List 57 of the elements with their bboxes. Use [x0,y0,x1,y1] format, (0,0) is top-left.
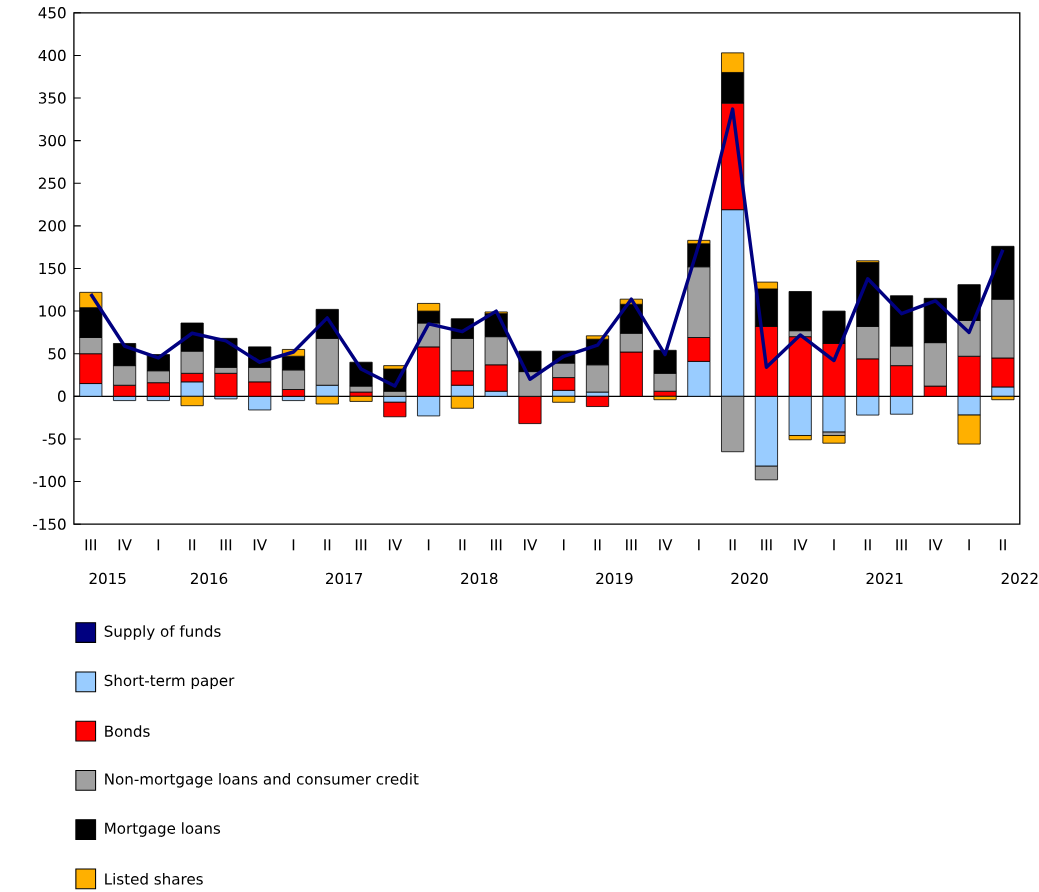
text: 2021 [866,572,903,585]
y-tick-label: 200 [38,220,66,232]
x-tick-label: II [459,539,466,551]
text: 2016 [190,572,228,585]
text: 2015 [89,572,126,585]
x-tick-label: IV [388,539,403,551]
y-tick-label: -100 [33,475,66,488]
x-tick-label: I [562,539,565,551]
x-tick-label: III [85,539,96,551]
x-tick-label: II [999,539,1006,551]
text: 2019 [596,572,633,585]
x-tick-label: III [626,539,637,551]
legend-label: Mortgage loans [105,822,221,838]
x-tick-label: II [729,539,736,551]
x-tick-label: I [427,539,430,551]
x-tick-label: III [355,539,367,551]
x-tick-label: III [761,539,772,551]
legend-label: Bonds [105,725,150,738]
y-tick-label: 150 [39,262,66,275]
x-tick-label: IV [524,539,538,551]
y-tick-label: 400 [38,49,66,62]
y-tick-label: 0 [58,390,66,403]
x-tick-label: III [896,539,907,551]
x-tick-label: I [157,539,160,551]
x-tick-label: II [189,539,196,551]
y-tick-label: -150 [33,518,66,531]
y-tick-label: 350 [38,92,66,104]
legend-label: Non-mortgage loans and consumer credit [105,773,419,788]
x-tick-label: I [968,539,970,551]
text: 2017 [326,572,363,585]
y-tick-label: 300 [38,135,66,147]
y-tick-label: 50 [48,348,66,360]
x-tick-label: I [292,539,295,551]
x-tick-label: I [833,539,835,551]
x-tick-label: IV [118,539,132,551]
x-tick-label: II [324,539,331,551]
text: 2022 [1001,572,1038,585]
y-tick-label: -50 [42,433,66,445]
x-tick-label: IV [659,539,673,551]
x-tick-label: IV [929,539,943,551]
legend-label: Supply of funds [104,625,221,640]
y-tick-label: 250 [38,177,66,190]
text: 2020 [731,572,768,585]
y-tick-label: 100 [39,305,66,317]
x-tick-label: II [594,539,601,551]
bar [822,435,846,444]
line-series [89,107,1005,388]
legend-label: Listed shares [105,873,203,885]
legend-label: Short-term paper [104,674,235,690]
x-tick-label: III [490,539,502,551]
x-tick-label: III [220,539,232,551]
x-tick-label: IV [253,539,267,551]
x-tick-label: IV [794,539,808,551]
text: 2018 [461,572,498,585]
y-tick-label: 450 [38,7,66,19]
x-tick-label: II [864,539,871,551]
x-tick-label: I [698,539,700,551]
